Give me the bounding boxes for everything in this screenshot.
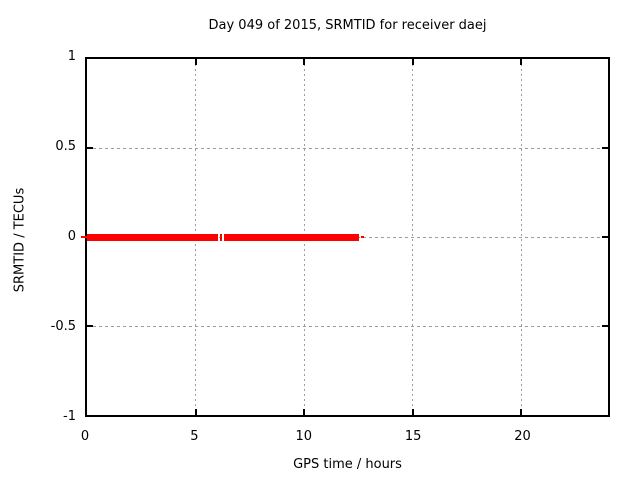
x-tick-mark-bottom <box>194 409 197 415</box>
x-tick-label: 5 <box>190 429 199 444</box>
x-tick-mark-top <box>194 59 197 65</box>
x-tick-label: 15 <box>404 429 422 444</box>
y-tick-label: -0.5 <box>50 319 76 334</box>
y-tick-mark-left <box>87 147 93 149</box>
x-tick-mark-top <box>303 59 306 65</box>
x-axis-title: GPS time / hours <box>293 457 402 472</box>
y-tick-label: -1 <box>63 409 76 424</box>
x-tick-labels: 0 5 10 15 20 <box>81 428 610 445</box>
y-tick-mark-left <box>87 325 93 327</box>
x-tick-mark-bottom <box>411 409 414 415</box>
y-tick-label: 0.5 <box>55 139 76 154</box>
data-series-segment <box>87 233 218 241</box>
y-tick-mark-right <box>602 147 608 149</box>
y-tick-labels: 1 0.5 0 -0.5 -1 <box>26 49 76 424</box>
x-tick-mark-top <box>411 59 414 65</box>
plot-area <box>80 57 610 417</box>
y-tick-label: 1 <box>67 49 76 64</box>
grid-line-horizontal <box>87 147 608 149</box>
y-tick-label: 0 <box>67 229 76 244</box>
data-series-thin-mark <box>360 236 365 238</box>
x-tick-mark-bottom <box>303 409 306 415</box>
x-tick-label: 10 <box>295 429 313 444</box>
chart-title: Day 049 of 2015, SRMTID for receiver dae… <box>208 18 487 33</box>
x-tick-label: 0 <box>80 429 90 444</box>
y-tick-mark-right <box>602 325 608 327</box>
x-tick-mark-bottom <box>520 409 523 415</box>
data-series-thin-mark <box>80 236 87 238</box>
x-tick-mark-top <box>520 59 523 65</box>
grid-line-horizontal <box>87 325 608 327</box>
data-series-segment <box>220 233 223 241</box>
y-tick-mark-right <box>602 236 608 238</box>
data-series-segment <box>223 233 359 241</box>
x-tick-label: 20 <box>514 429 531 444</box>
